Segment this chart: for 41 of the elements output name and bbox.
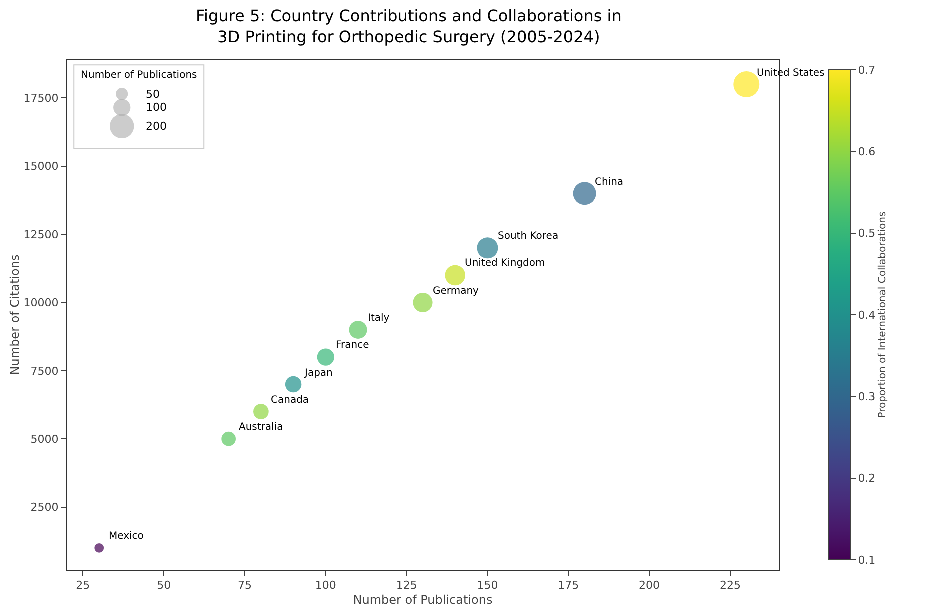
- color-bar-title: Proportion of International Collaborations: [878, 212, 889, 418]
- annotation: Australia: [239, 422, 284, 433]
- color-bar-label: 0.5: [858, 227, 876, 240]
- annotation: Canada: [271, 395, 310, 406]
- annotation: South Korea: [498, 231, 559, 242]
- annotation: Italy: [368, 313, 390, 324]
- annotation: United Kingdom: [465, 258, 546, 269]
- legend-title: Number of Publications: [81, 70, 198, 81]
- x-tick-label: 175: [558, 579, 580, 592]
- x-tick-label: 100: [315, 579, 336, 592]
- annotation: Japan: [304, 368, 333, 379]
- y-tick-label: 15000: [24, 160, 59, 174]
- color-bar-label: 0.7: [858, 64, 876, 77]
- annotation: China: [595, 177, 624, 188]
- x-tick-label: 25: [76, 579, 90, 592]
- x-tick-label: 75: [238, 579, 252, 592]
- y-axis-title: Number of Citations: [8, 254, 22, 376]
- color-bar-label: 0.1: [858, 554, 876, 567]
- y-tick-label: 7500: [30, 364, 59, 378]
- legend-label: 50: [146, 88, 160, 101]
- y-tick-label: 2500: [30, 501, 59, 514]
- x-tick-label: 200: [639, 579, 660, 592]
- x-axis-title: Number of Publications: [353, 593, 493, 608]
- annotation: France: [336, 340, 370, 351]
- color-bar-label: 0.2: [858, 472, 876, 486]
- annotation: Mexico: [109, 531, 144, 542]
- legend-label: 200: [146, 120, 167, 133]
- color-bar-label: 0.4: [858, 308, 876, 322]
- chart-title: Figure 5: Country Contributions and Collaborations in 3D Printing for Orthopedic Surgery (2005-2024): [196, 6, 622, 46]
- y-tick-label: 12500: [24, 228, 59, 242]
- x-tick-label: 150: [477, 579, 498, 592]
- x-tick-label: 225: [720, 579, 741, 592]
- annotation: Germany: [433, 286, 480, 297]
- x-tick-label: 50: [157, 579, 172, 592]
- color-bar-label: 0.6: [858, 146, 876, 159]
- y-tick-label: 5000: [30, 432, 59, 446]
- y-tick-label: 17500: [24, 92, 59, 106]
- y-tick-label: 10000: [24, 296, 59, 310]
- color-bar-label: 0.3: [858, 390, 876, 404]
- x-tick-label: 125: [396, 579, 418, 592]
- legend-label: 100: [146, 101, 167, 114]
